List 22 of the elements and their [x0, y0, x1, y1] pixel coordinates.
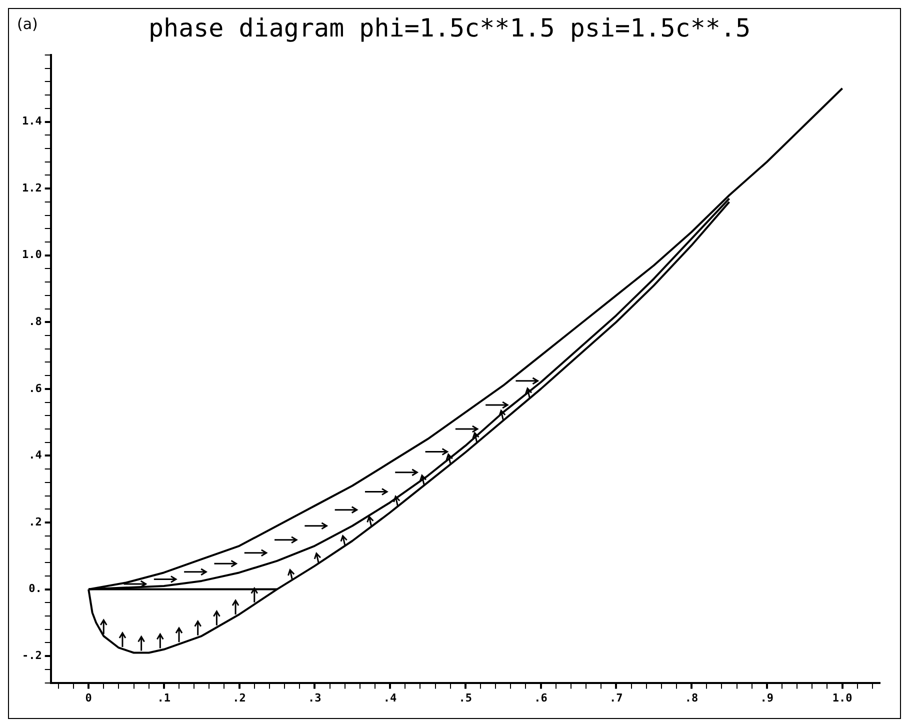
y-tick-label: 1.2: [22, 181, 42, 194]
y-tick-label: .4: [28, 448, 42, 462]
text: (a): [17, 15, 38, 33]
x-tick-label: .4: [383, 691, 398, 704]
y-tick-label: 1.0: [22, 248, 42, 262]
x-tick-label: .3: [308, 691, 322, 704]
y-tick-label: 1.4: [22, 114, 42, 128]
x-tick-label: 1.0: [832, 691, 852, 704]
x-tick-label: .2: [232, 691, 246, 704]
y-tick-label: -.2: [22, 648, 42, 662]
x-tick-label: .6: [534, 691, 548, 704]
x-tick-label: .8: [684, 691, 698, 704]
x-tick-label: .1: [157, 691, 171, 704]
y-tick-label: .2: [28, 515, 42, 528]
y-tick-label: .6: [28, 382, 42, 395]
chart-title: phase diagram phi=1.5c**1.5 psi=1.5c**.5: [148, 14, 751, 42]
y-tick-label: .8: [28, 315, 42, 328]
x-tick-label: .7: [610, 691, 623, 704]
x-tick-label: .5: [458, 691, 472, 704]
x-tick-label: 0: [85, 691, 92, 704]
x-tick-label: .9: [760, 691, 774, 704]
y-tick-label: 0.: [28, 582, 42, 596]
